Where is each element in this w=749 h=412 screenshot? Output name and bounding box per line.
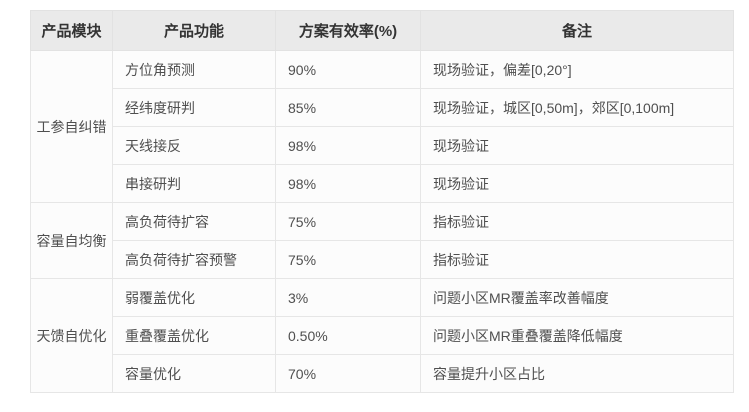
header-cell-remarks: 备注 bbox=[420, 10, 734, 51]
rate-cell: 70% bbox=[275, 354, 421, 393]
table-row: 重叠覆盖优化 0.50% 问题小区MR重叠覆盖降低幅度 bbox=[31, 316, 734, 355]
feature-cell: 重叠覆盖优化 bbox=[112, 316, 276, 355]
rate-cell: 75% bbox=[275, 202, 421, 241]
feature-cell: 方位角预测 bbox=[112, 50, 276, 89]
table-row: 容量自均衡 高负荷待扩容 75% 指标验证 bbox=[30, 202, 734, 279]
rate-cell: 0.50% bbox=[275, 316, 421, 355]
table-body: 工参自纠错 方位角预测 90% 现场验证，偏差[0,20°] 经纬度研判 85%… bbox=[30, 50, 734, 393]
note-cell: 现场验证 bbox=[420, 164, 734, 203]
note-cell: 问题小区MR覆盖率改善幅度 bbox=[420, 278, 734, 317]
table-row: 串接研判 98% 现场验证 bbox=[31, 164, 734, 203]
table-row: 容量优化 70% 容量提升小区占比 bbox=[31, 354, 734, 393]
rate-cell: 3% bbox=[275, 278, 421, 317]
note-cell: 指标验证 bbox=[420, 202, 734, 241]
table-row: 天线接反 98% 现场验证 bbox=[31, 126, 734, 165]
note-cell: 现场验证，城区[0,50m]，郊区[0,100m] bbox=[420, 88, 734, 127]
note-cell: 现场验证，偏差[0,20°] bbox=[420, 50, 734, 89]
feature-cell: 高负荷待扩容预警 bbox=[112, 240, 276, 279]
module-cell: 容量自均衡 bbox=[30, 202, 113, 279]
note-cell: 问题小区MR重叠覆盖降低幅度 bbox=[420, 316, 734, 355]
table-row: 经纬度研判 85% 现场验证，城区[0,50m]，郊区[0,100m] bbox=[31, 88, 734, 127]
feature-cell: 容量优化 bbox=[112, 354, 276, 393]
feature-cell: 天线接反 bbox=[112, 126, 276, 165]
note-cell: 指标验证 bbox=[420, 240, 734, 279]
module-cell: 天馈自优化 bbox=[30, 278, 113, 393]
feature-cell: 经纬度研判 bbox=[112, 88, 276, 127]
note-cell: 现场验证 bbox=[420, 126, 734, 165]
table-header: 产品模块 产品功能 方案有效率(%) 备注 bbox=[30, 10, 734, 51]
header-cell-effectiveness-rate: 方案有效率(%) bbox=[275, 10, 421, 51]
table-row: 天馈自优化 弱覆盖优化 3% 问题小区MR覆盖率改善幅度 bbox=[30, 278, 734, 393]
table-row: 工参自纠错 方位角预测 90% 现场验证，偏差[0,20°] bbox=[30, 50, 734, 203]
header-row: 产品模块 产品功能 方案有效率(%) 备注 bbox=[30, 10, 734, 51]
header-cell-product-feature: 产品功能 bbox=[112, 10, 276, 51]
feature-cell: 串接研判 bbox=[112, 164, 276, 203]
rate-cell: 75% bbox=[275, 240, 421, 279]
rate-cell: 90% bbox=[275, 50, 421, 89]
rate-cell: 85% bbox=[275, 88, 421, 127]
product-effectiveness-table-container: 产品模块 产品功能 方案有效率(%) 备注 工参自纠错 方位角预测 90% 现场… bbox=[30, 10, 734, 393]
feature-cell: 弱覆盖优化 bbox=[112, 278, 276, 317]
module-cell: 工参自纠错 bbox=[30, 50, 113, 203]
header-cell-product-module: 产品模块 bbox=[30, 10, 113, 51]
product-effectiveness-table: 产品模块 产品功能 方案有效率(%) 备注 工参自纠错 方位角预测 90% 现场… bbox=[30, 10, 734, 393]
table-row: 高负荷待扩容预警 75% 指标验证 bbox=[31, 240, 734, 279]
rate-cell: 98% bbox=[275, 164, 421, 203]
feature-cell: 高负荷待扩容 bbox=[112, 202, 276, 241]
rate-cell: 98% bbox=[275, 126, 421, 165]
note-cell: 容量提升小区占比 bbox=[420, 354, 734, 393]
